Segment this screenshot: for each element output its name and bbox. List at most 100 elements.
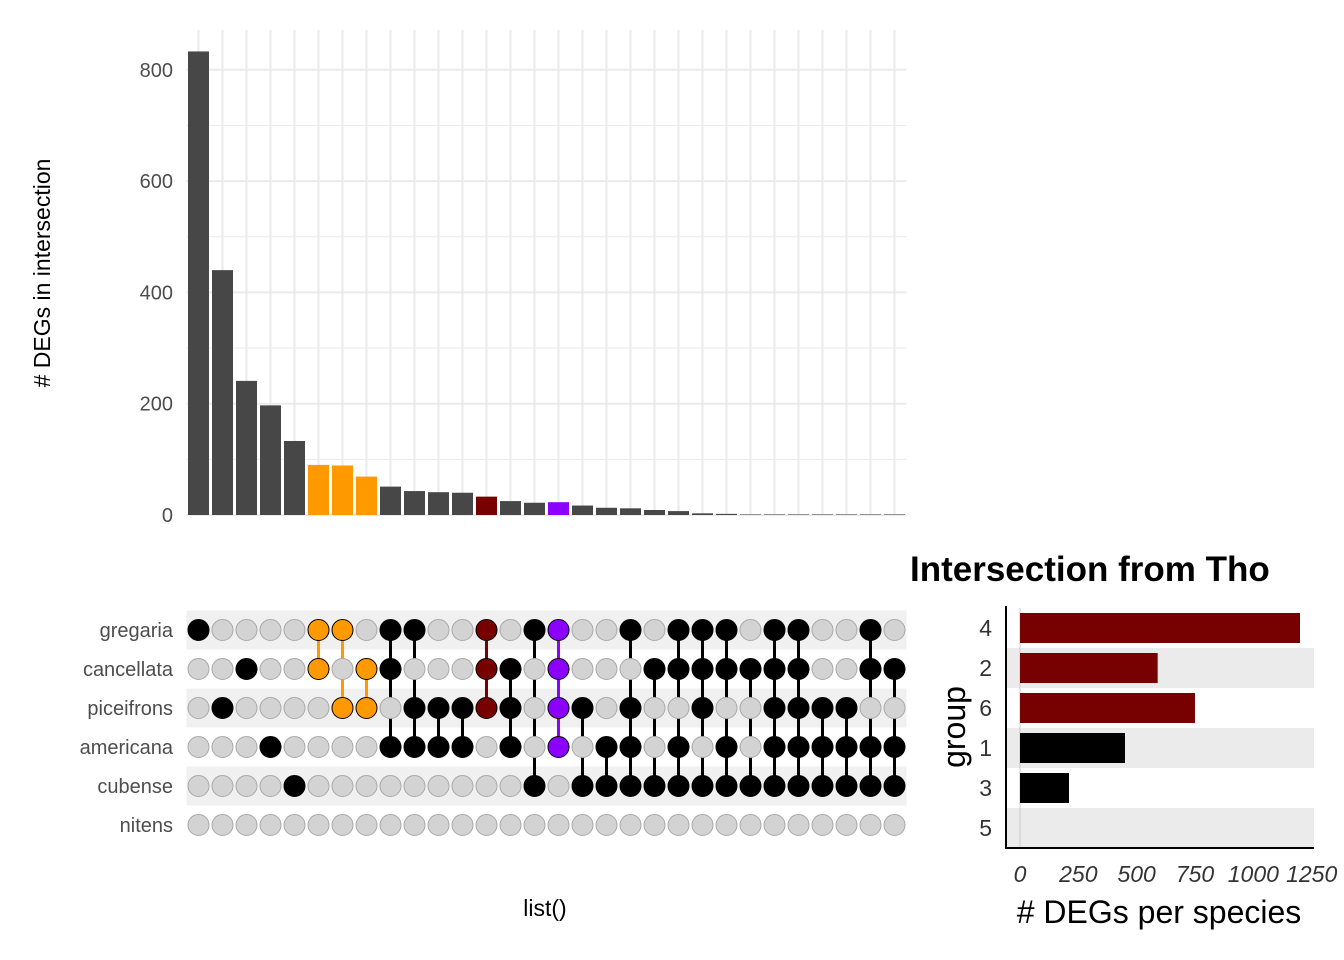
y-tick-label: 800	[140, 60, 173, 82]
membership-dot-filled	[859, 658, 882, 680]
intersection-bar	[476, 496, 497, 515]
membership-dot-empty	[499, 814, 522, 836]
membership-dot-filled	[451, 697, 474, 719]
membership-dot-empty	[355, 775, 378, 797]
membership-dot-empty	[715, 814, 738, 836]
membership-dot-filled	[619, 619, 642, 641]
membership-dot-filled	[859, 619, 882, 641]
intersection-bar	[788, 514, 809, 515]
intersection-bar	[452, 492, 473, 515]
set-labels: gregaria cancellata piceifrons americana cub…	[80, 620, 174, 837]
membership-dot-filled	[403, 697, 426, 719]
intersection-bar	[884, 514, 905, 515]
membership-dot-empty	[643, 814, 666, 836]
membership-dot-filled	[355, 658, 378, 680]
membership-dot-filled	[763, 619, 786, 641]
membership-dot-filled	[475, 658, 498, 680]
membership-dot-empty	[427, 658, 450, 680]
membership-dot-empty	[307, 775, 330, 797]
intersection-bars	[188, 51, 905, 516]
membership-dot-empty	[451, 658, 474, 680]
membership-dot-empty	[547, 814, 570, 836]
membership-dot-filled	[667, 736, 690, 758]
species-x-tick-label: 1000	[1228, 861, 1279, 887]
membership-dot-empty	[403, 814, 426, 836]
membership-dot-filled	[811, 697, 834, 719]
membership-dot-filled	[811, 775, 834, 797]
intersection-bar	[188, 51, 209, 516]
membership-dot-empty	[259, 775, 282, 797]
membership-dot-empty	[475, 814, 498, 836]
membership-dot-empty	[523, 658, 546, 680]
membership-dot-filled	[835, 775, 858, 797]
membership-dot-filled	[595, 775, 618, 797]
species-stripes	[1006, 608, 1314, 848]
membership-dot-empty	[235, 775, 258, 797]
species-x-tick-label: 750	[1176, 861, 1215, 887]
membership-dot-empty	[691, 736, 714, 758]
membership-dot-empty	[619, 658, 642, 680]
intersection-bar	[356, 476, 377, 515]
intersection-bar	[428, 492, 449, 515]
membership-dot-empty	[427, 619, 450, 641]
intersection-bar	[548, 502, 569, 515]
species-bars	[1020, 613, 1300, 803]
membership-dot-empty	[211, 658, 234, 680]
membership-dot-empty	[475, 736, 498, 758]
membership-dot-empty	[571, 619, 594, 641]
membership-dot-filled	[379, 619, 402, 641]
membership-dot-filled	[811, 736, 834, 758]
membership-dot-filled	[379, 658, 402, 680]
species-y-tick-label: 2	[979, 655, 992, 681]
membership-dot-filled	[379, 736, 402, 758]
membership-dot-empty	[259, 658, 282, 680]
membership-dot-empty	[691, 814, 714, 836]
membership-dot-empty	[355, 814, 378, 836]
membership-dot-filled	[787, 775, 810, 797]
membership-dot-filled	[331, 619, 354, 641]
membership-dot-empty	[643, 619, 666, 641]
species-stripe	[1006, 808, 1314, 848]
membership-dot-filled	[691, 619, 714, 641]
species-y-ticks: 4 2 6 1 3 5	[979, 615, 992, 841]
membership-dot-empty	[235, 697, 258, 719]
membership-dot-filled	[619, 736, 642, 758]
membership-dot-filled	[403, 619, 426, 641]
membership-dot-empty	[187, 736, 210, 758]
membership-dot-empty	[235, 619, 258, 641]
membership-dot-filled	[307, 619, 330, 641]
membership-dot-filled	[619, 775, 642, 797]
membership-dot-filled	[667, 775, 690, 797]
set-label: americana	[80, 737, 174, 759]
species-x-ticks: 0 250 500 750 1000 1250	[1014, 861, 1338, 887]
intersection-bar	[212, 270, 233, 515]
membership-dot-empty	[763, 814, 786, 836]
membership-dot-empty	[187, 658, 210, 680]
membership-dot-empty	[571, 814, 594, 836]
membership-dot-empty	[571, 658, 594, 680]
membership-dot-filled	[739, 658, 762, 680]
membership-dot-empty	[451, 775, 474, 797]
membership-dot-filled	[499, 697, 522, 719]
membership-dot-empty	[379, 697, 402, 719]
membership-dot-empty	[283, 697, 306, 719]
membership-dot-filled	[283, 775, 306, 797]
membership-dot-filled	[715, 775, 738, 797]
membership-dot-empty	[739, 697, 762, 719]
membership-dot-empty	[667, 697, 690, 719]
membership-dot-empty	[331, 736, 354, 758]
species-y-tick-label: 1	[979, 735, 992, 761]
membership-dot-filled	[619, 697, 642, 719]
set-label: gregaria	[100, 620, 174, 642]
membership-dot-empty	[715, 697, 738, 719]
membership-dot-empty	[283, 619, 306, 641]
intersection-bar	[644, 509, 665, 515]
membership-dot-filled	[571, 697, 594, 719]
membership-dot-empty	[811, 658, 834, 680]
membership-dot-filled	[451, 736, 474, 758]
membership-dot-filled	[547, 658, 570, 680]
membership-dot-empty	[811, 619, 834, 641]
membership-dot-empty	[835, 814, 858, 836]
membership-dot-empty	[739, 736, 762, 758]
